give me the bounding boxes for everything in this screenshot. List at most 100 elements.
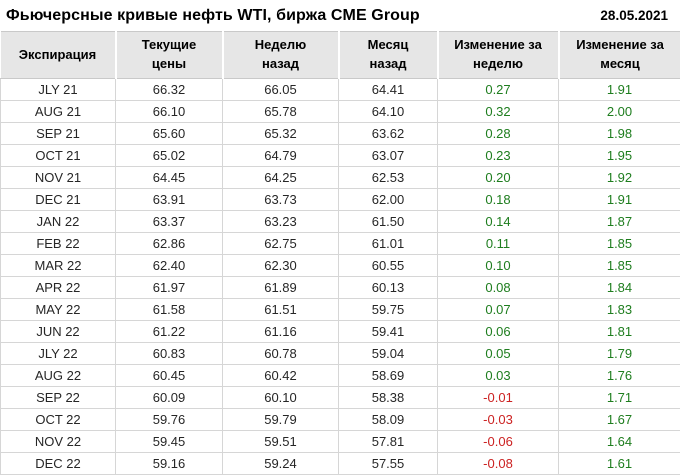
cell-change-week: 0.18: [437, 188, 559, 211]
column-header-change-month: Изменение за месяц: [557, 31, 680, 79]
cell-expiration: MAR 22: [0, 254, 116, 277]
cell-current-price: 65.60: [115, 122, 223, 145]
cell-month-ago: 59.41: [338, 320, 438, 343]
cell-week-ago: 62.75: [222, 232, 339, 255]
table-body: JLY 21 66.32 66.05 64.41 0.27 1.91 AUG 2…: [0, 78, 680, 475]
cell-current-price: 59.45: [115, 430, 223, 453]
futures-table: Экспирация Текущие цены Неделю назад Мес…: [0, 31, 680, 475]
column-header-current-price: Текущие цены: [114, 31, 223, 79]
cell-current-price: 63.91: [115, 188, 223, 211]
cell-change-week: 0.07: [437, 298, 559, 321]
table-row: MAR 22 62.40 62.30 60.55 0.10 1.85: [0, 254, 680, 277]
cell-week-ago: 61.51: [222, 298, 339, 321]
cell-week-ago: 61.16: [222, 320, 339, 343]
cell-change-month: 1.81: [558, 320, 680, 343]
column-header-change-week: Изменение за неделю: [436, 31, 559, 79]
cell-change-week: 0.08: [437, 276, 559, 299]
cell-week-ago: 59.24: [222, 452, 339, 475]
cell-change-month: 1.87: [558, 210, 680, 233]
cell-expiration: APR 22: [0, 276, 116, 299]
cell-month-ago: 62.53: [338, 166, 438, 189]
cell-change-week: -0.03: [437, 408, 559, 431]
cell-change-month: 1.79: [558, 342, 680, 365]
cell-change-week: -0.08: [437, 452, 559, 475]
cell-expiration: JAN 22: [0, 210, 116, 233]
cell-week-ago: 64.79: [222, 144, 339, 167]
cell-change-month: 1.91: [558, 188, 680, 211]
cell-change-month: 1.98: [558, 122, 680, 145]
column-header-month-ago: Месяц назад: [337, 31, 438, 79]
table-row: SEP 22 60.09 60.10 58.38 -0.01 1.71: [0, 386, 680, 409]
cell-week-ago: 59.79: [222, 408, 339, 431]
cell-change-week: 0.11: [437, 232, 559, 255]
cell-change-month: 1.92: [558, 166, 680, 189]
table-row: JUN 22 61.22 61.16 59.41 0.06 1.81: [0, 320, 680, 343]
cell-week-ago: 60.10: [222, 386, 339, 409]
cell-month-ago: 64.10: [338, 100, 438, 123]
cell-month-ago: 62.00: [338, 188, 438, 211]
cell-month-ago: 60.55: [338, 254, 438, 277]
cell-change-week: 0.06: [437, 320, 559, 343]
cell-month-ago: 60.13: [338, 276, 438, 299]
cell-change-month: 2.00: [558, 100, 680, 123]
cell-current-price: 64.45: [115, 166, 223, 189]
titlebar: Фьючерсные кривые нефть WTI, биржа CME G…: [0, 0, 680, 31]
table-row: FEB 22 62.86 62.75 61.01 0.11 1.85: [0, 232, 680, 255]
cell-change-month: 1.91: [558, 78, 680, 101]
cell-month-ago: 61.50: [338, 210, 438, 233]
cell-current-price: 60.09: [115, 386, 223, 409]
cell-expiration: JLY 21: [0, 78, 116, 101]
table-row: AUG 22 60.45 60.42 58.69 0.03 1.76: [0, 364, 680, 387]
table-row: JLY 21 66.32 66.05 64.41 0.27 1.91: [0, 78, 680, 101]
cell-month-ago: 58.09: [338, 408, 438, 431]
report-date: 28.05.2021: [600, 8, 668, 23]
cell-expiration: MAY 22: [0, 298, 116, 321]
cell-current-price: 60.83: [115, 342, 223, 365]
table-row: OCT 22 59.76 59.79 58.09 -0.03 1.67: [0, 408, 680, 431]
cell-change-week: 0.32: [437, 100, 559, 123]
cell-change-week: 0.10: [437, 254, 559, 277]
cell-month-ago: 58.38: [338, 386, 438, 409]
cell-change-month: 1.85: [558, 232, 680, 255]
cell-week-ago: 66.05: [222, 78, 339, 101]
cell-expiration: SEP 22: [0, 386, 116, 409]
table-header-row: Экспирация Текущие цены Неделю назад Мес…: [0, 31, 680, 79]
cell-week-ago: 64.25: [222, 166, 339, 189]
cell-week-ago: 62.30: [222, 254, 339, 277]
table-row: DEC 22 59.16 59.24 57.55 -0.08 1.61: [0, 452, 680, 475]
cell-current-price: 61.22: [115, 320, 223, 343]
cell-change-week: -0.06: [437, 430, 559, 453]
cell-week-ago: 65.78: [222, 100, 339, 123]
cell-change-month: 1.84: [558, 276, 680, 299]
cell-expiration: OCT 21: [0, 144, 116, 167]
cell-week-ago: 65.32: [222, 122, 339, 145]
cell-change-month: 1.76: [558, 364, 680, 387]
cell-current-price: 59.16: [115, 452, 223, 475]
cell-expiration: AUG 21: [0, 100, 116, 123]
cell-change-month: 1.67: [558, 408, 680, 431]
table-row: DEC 21 63.91 63.73 62.00 0.18 1.91: [0, 188, 680, 211]
column-header-expiration: Экспирация: [0, 31, 116, 79]
cell-expiration: NOV 21: [0, 166, 116, 189]
cell-change-week: 0.28: [437, 122, 559, 145]
cell-expiration: JLY 22: [0, 342, 116, 365]
table-row: NOV 21 64.45 64.25 62.53 0.20 1.92: [0, 166, 680, 189]
column-header-week-ago: Неделю назад: [221, 31, 339, 79]
cell-week-ago: 63.23: [222, 210, 339, 233]
cell-week-ago: 60.42: [222, 364, 339, 387]
cell-expiration: OCT 22: [0, 408, 116, 431]
cell-expiration: JUN 22: [0, 320, 116, 343]
cell-expiration: NOV 22: [0, 430, 116, 453]
cell-week-ago: 63.73: [222, 188, 339, 211]
cell-current-price: 62.86: [115, 232, 223, 255]
table-row: JLY 22 60.83 60.78 59.04 0.05 1.79: [0, 342, 680, 365]
cell-expiration: AUG 22: [0, 364, 116, 387]
cell-change-week: 0.23: [437, 144, 559, 167]
cell-expiration: FEB 22: [0, 232, 116, 255]
cell-current-price: 61.58: [115, 298, 223, 321]
cell-week-ago: 60.78: [222, 342, 339, 365]
table-row: OCT 21 65.02 64.79 63.07 0.23 1.95: [0, 144, 680, 167]
cell-change-week: 0.20: [437, 166, 559, 189]
cell-current-price: 61.97: [115, 276, 223, 299]
cell-month-ago: 58.69: [338, 364, 438, 387]
